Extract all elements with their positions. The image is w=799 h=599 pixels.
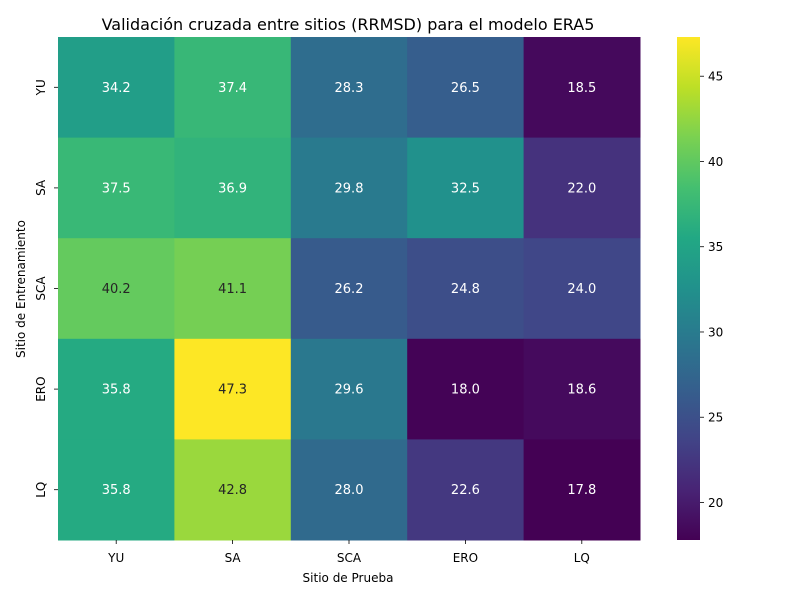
x-tick-label: SCA xyxy=(337,551,362,565)
cell-value-label: 22.6 xyxy=(451,483,480,498)
heatmap-cell xyxy=(407,238,525,340)
heatmap-cell xyxy=(174,238,292,340)
colorbar-gradient xyxy=(677,37,700,540)
cell-value-label: 40.2 xyxy=(102,282,131,297)
heatmap-cell xyxy=(290,238,408,340)
colorbar: 20 25 30 35 40 45 xyxy=(677,37,723,540)
cell-value-label: 34.2 xyxy=(102,81,131,96)
cell-value-label: 28.0 xyxy=(335,483,364,498)
heatmap-cell-labels: 34.2 37.4 28.3 26.5 18.5 37.5 36.9 29.8 32.5 22.0… xyxy=(102,81,597,498)
heatmap-cell xyxy=(290,37,408,139)
chart-title: Validación cruzada entre sitios (RRMSD) … xyxy=(102,15,595,34)
cell-value-label: 42.8 xyxy=(218,483,247,498)
y-tick-label: YU xyxy=(34,79,48,96)
cell-value-label: 18.5 xyxy=(567,81,596,96)
cell-value-label: 36.9 xyxy=(218,181,247,196)
heatmap-cell xyxy=(58,238,175,340)
colorbar-tick-label: 40 xyxy=(708,155,723,169)
heatmap-cell xyxy=(174,338,292,440)
heatmap-cells xyxy=(58,37,641,541)
cell-value-label: 29.6 xyxy=(335,383,364,398)
heatmap-cell xyxy=(174,137,292,239)
heatmap-cell xyxy=(174,37,292,139)
colorbar-tick-label: 45 xyxy=(708,70,723,84)
heatmap-cell xyxy=(58,439,175,541)
heatmap-cell xyxy=(58,137,175,239)
heatmap-cell xyxy=(523,37,641,139)
heatmap-cell xyxy=(407,338,525,440)
cell-value-label: 28.3 xyxy=(335,81,364,96)
heatmap-cell xyxy=(174,439,292,541)
cell-value-label: 17.8 xyxy=(567,483,596,498)
x-axis-label: Sitio de Prueba xyxy=(303,571,394,585)
x-tick-label: SA xyxy=(225,551,242,565)
cell-value-label: 24.0 xyxy=(567,282,596,297)
x-tick-label: LQ xyxy=(574,551,590,565)
cell-value-label: 18.0 xyxy=(451,383,480,398)
heatmap-cell xyxy=(407,37,525,139)
y-tick-label: LQ xyxy=(34,482,48,498)
heatmap-cell xyxy=(523,238,641,340)
cell-value-label: 35.8 xyxy=(102,483,131,498)
cell-value-label: 26.5 xyxy=(451,81,480,96)
cell-value-label: 26.2 xyxy=(335,282,364,297)
cell-value-label: 47.3 xyxy=(218,383,247,398)
x-tick-label: YU xyxy=(107,551,124,565)
colorbar-tick-label: 30 xyxy=(708,325,723,339)
cell-value-label: 41.1 xyxy=(218,282,247,297)
colorbar-ticks: 20 25 30 35 40 45 xyxy=(700,70,723,510)
cell-value-label: 29.8 xyxy=(335,181,364,196)
cell-value-label: 24.8 xyxy=(451,282,480,297)
cell-value-label: 32.5 xyxy=(451,181,480,196)
heatmap-cell xyxy=(58,37,175,139)
heatmap-cell xyxy=(58,338,175,440)
cell-value-label: 35.8 xyxy=(102,383,131,398)
x-tick-label: ERO xyxy=(453,551,478,565)
cell-value-label: 37.5 xyxy=(102,181,131,196)
heatmap-cell xyxy=(290,137,408,239)
heatmap-cell xyxy=(290,439,408,541)
cell-value-label: 22.0 xyxy=(567,181,596,196)
y-axis-label: Sitio de Entrenamiento xyxy=(14,220,28,358)
colorbar-tick-label: 35 xyxy=(708,240,723,254)
y-tick-label: ERO xyxy=(34,376,48,401)
heatmap-cell xyxy=(523,439,641,541)
colorbar-tick-label: 20 xyxy=(708,496,723,510)
heatmap-cell xyxy=(407,137,525,239)
cell-value-label: 37.4 xyxy=(218,81,247,96)
y-tick-label: SCA xyxy=(34,276,48,301)
y-axis-ticks: YU SA SCA ERO LQ xyxy=(34,79,58,498)
colorbar-tick-label: 25 xyxy=(708,411,723,425)
heatmap-cell xyxy=(290,338,408,440)
heatmap-cell xyxy=(407,439,525,541)
cell-value-label: 18.6 xyxy=(567,383,596,398)
y-tick-label: SA xyxy=(34,179,48,196)
x-axis-ticks: YU SA SCA ERO LQ xyxy=(107,540,590,565)
heatmap-cell xyxy=(523,338,641,440)
heatmap-cell xyxy=(523,137,641,239)
